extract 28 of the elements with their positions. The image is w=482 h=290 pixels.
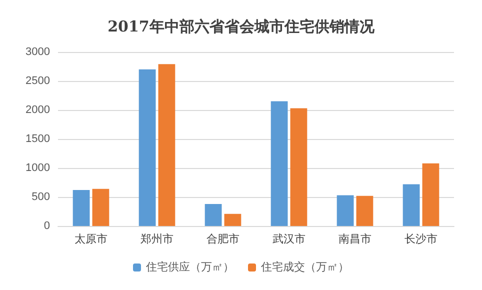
bar <box>402 184 420 226</box>
bar <box>158 64 176 226</box>
y-tick-label: 0 <box>44 220 50 232</box>
legend-label: 住宅成交（万㎡） <box>261 260 349 274</box>
y-tick-label: 2500 <box>26 75 50 87</box>
x-tick-label: 南昌市 <box>338 232 372 246</box>
y-tick-label: 1000 <box>26 162 50 174</box>
x-tick-label: 武汉市 <box>272 232 306 246</box>
bar <box>422 163 440 226</box>
legend-label: 住宅供应（万㎡） <box>146 260 234 274</box>
bar <box>204 204 222 226</box>
bar <box>138 69 156 226</box>
x-tick-label: 太原市 <box>74 232 108 246</box>
y-tick-label: 2000 <box>26 104 50 116</box>
bar <box>270 101 288 226</box>
bar <box>290 108 308 226</box>
bar <box>336 195 354 226</box>
x-tick-label: 长沙市 <box>404 232 438 246</box>
bar <box>92 188 110 226</box>
chart-title: 2017年中部六省省会城市住宅供销情况 <box>108 18 376 36</box>
x-tick-label: 郑州市 <box>140 232 174 246</box>
bar <box>224 214 242 226</box>
bar <box>72 190 90 226</box>
bar <box>356 196 374 226</box>
y-tick-label: 500 <box>32 191 50 203</box>
y-tick-label: 3000 <box>26 46 50 58</box>
y-tick-label: 1500 <box>26 133 50 145</box>
x-tick-label: 合肥市 <box>206 232 240 246</box>
